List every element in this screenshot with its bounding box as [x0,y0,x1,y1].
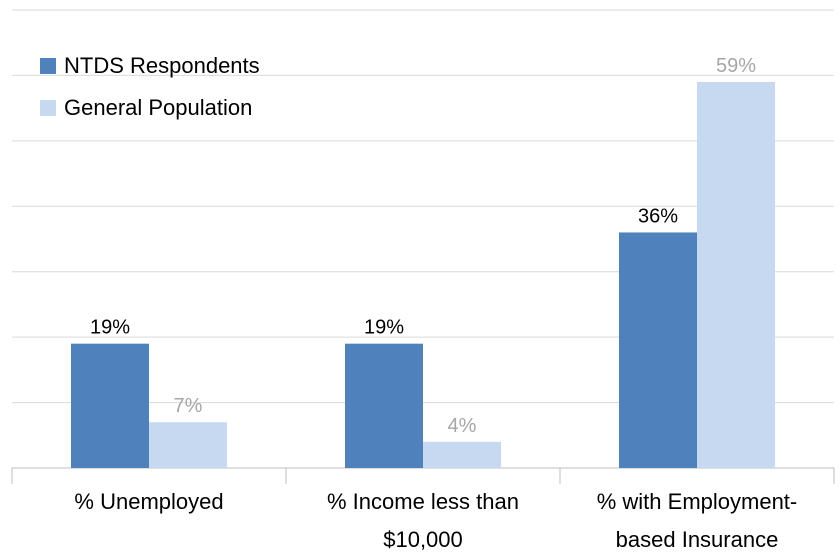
x-tick-label: % Unemployed [74,489,223,514]
x-tick-label: $10,000 [383,527,463,552]
bar-general [423,441,501,468]
data-label: 7% [174,395,203,417]
data-label: 19% [90,317,130,339]
legend: NTDS Respondents General Population [40,52,260,136]
x-tick-label: % with Employment- [597,489,798,514]
bar-general [149,422,227,468]
legend-label-ntds: NTDS Respondents [64,53,260,78]
legend-swatch-ntds [40,58,56,74]
legend-swatch-general [40,100,56,116]
data-label: 36% [638,205,678,227]
bar-ntds [345,343,423,468]
legend-item-ntds: NTDS Respondents [40,52,260,80]
x-tick-label: % Income less than [327,489,519,514]
legend-label-general: General Population [64,95,253,120]
legend-item-general: General Population [40,94,260,122]
x-tick-label: based Insurance [616,527,779,552]
bar-ntds [619,232,697,468]
data-label: 59% [716,55,756,77]
bar-general [697,81,775,468]
data-label: 19% [364,317,404,339]
bar-ntds [71,343,149,468]
data-label: 4% [448,415,477,437]
